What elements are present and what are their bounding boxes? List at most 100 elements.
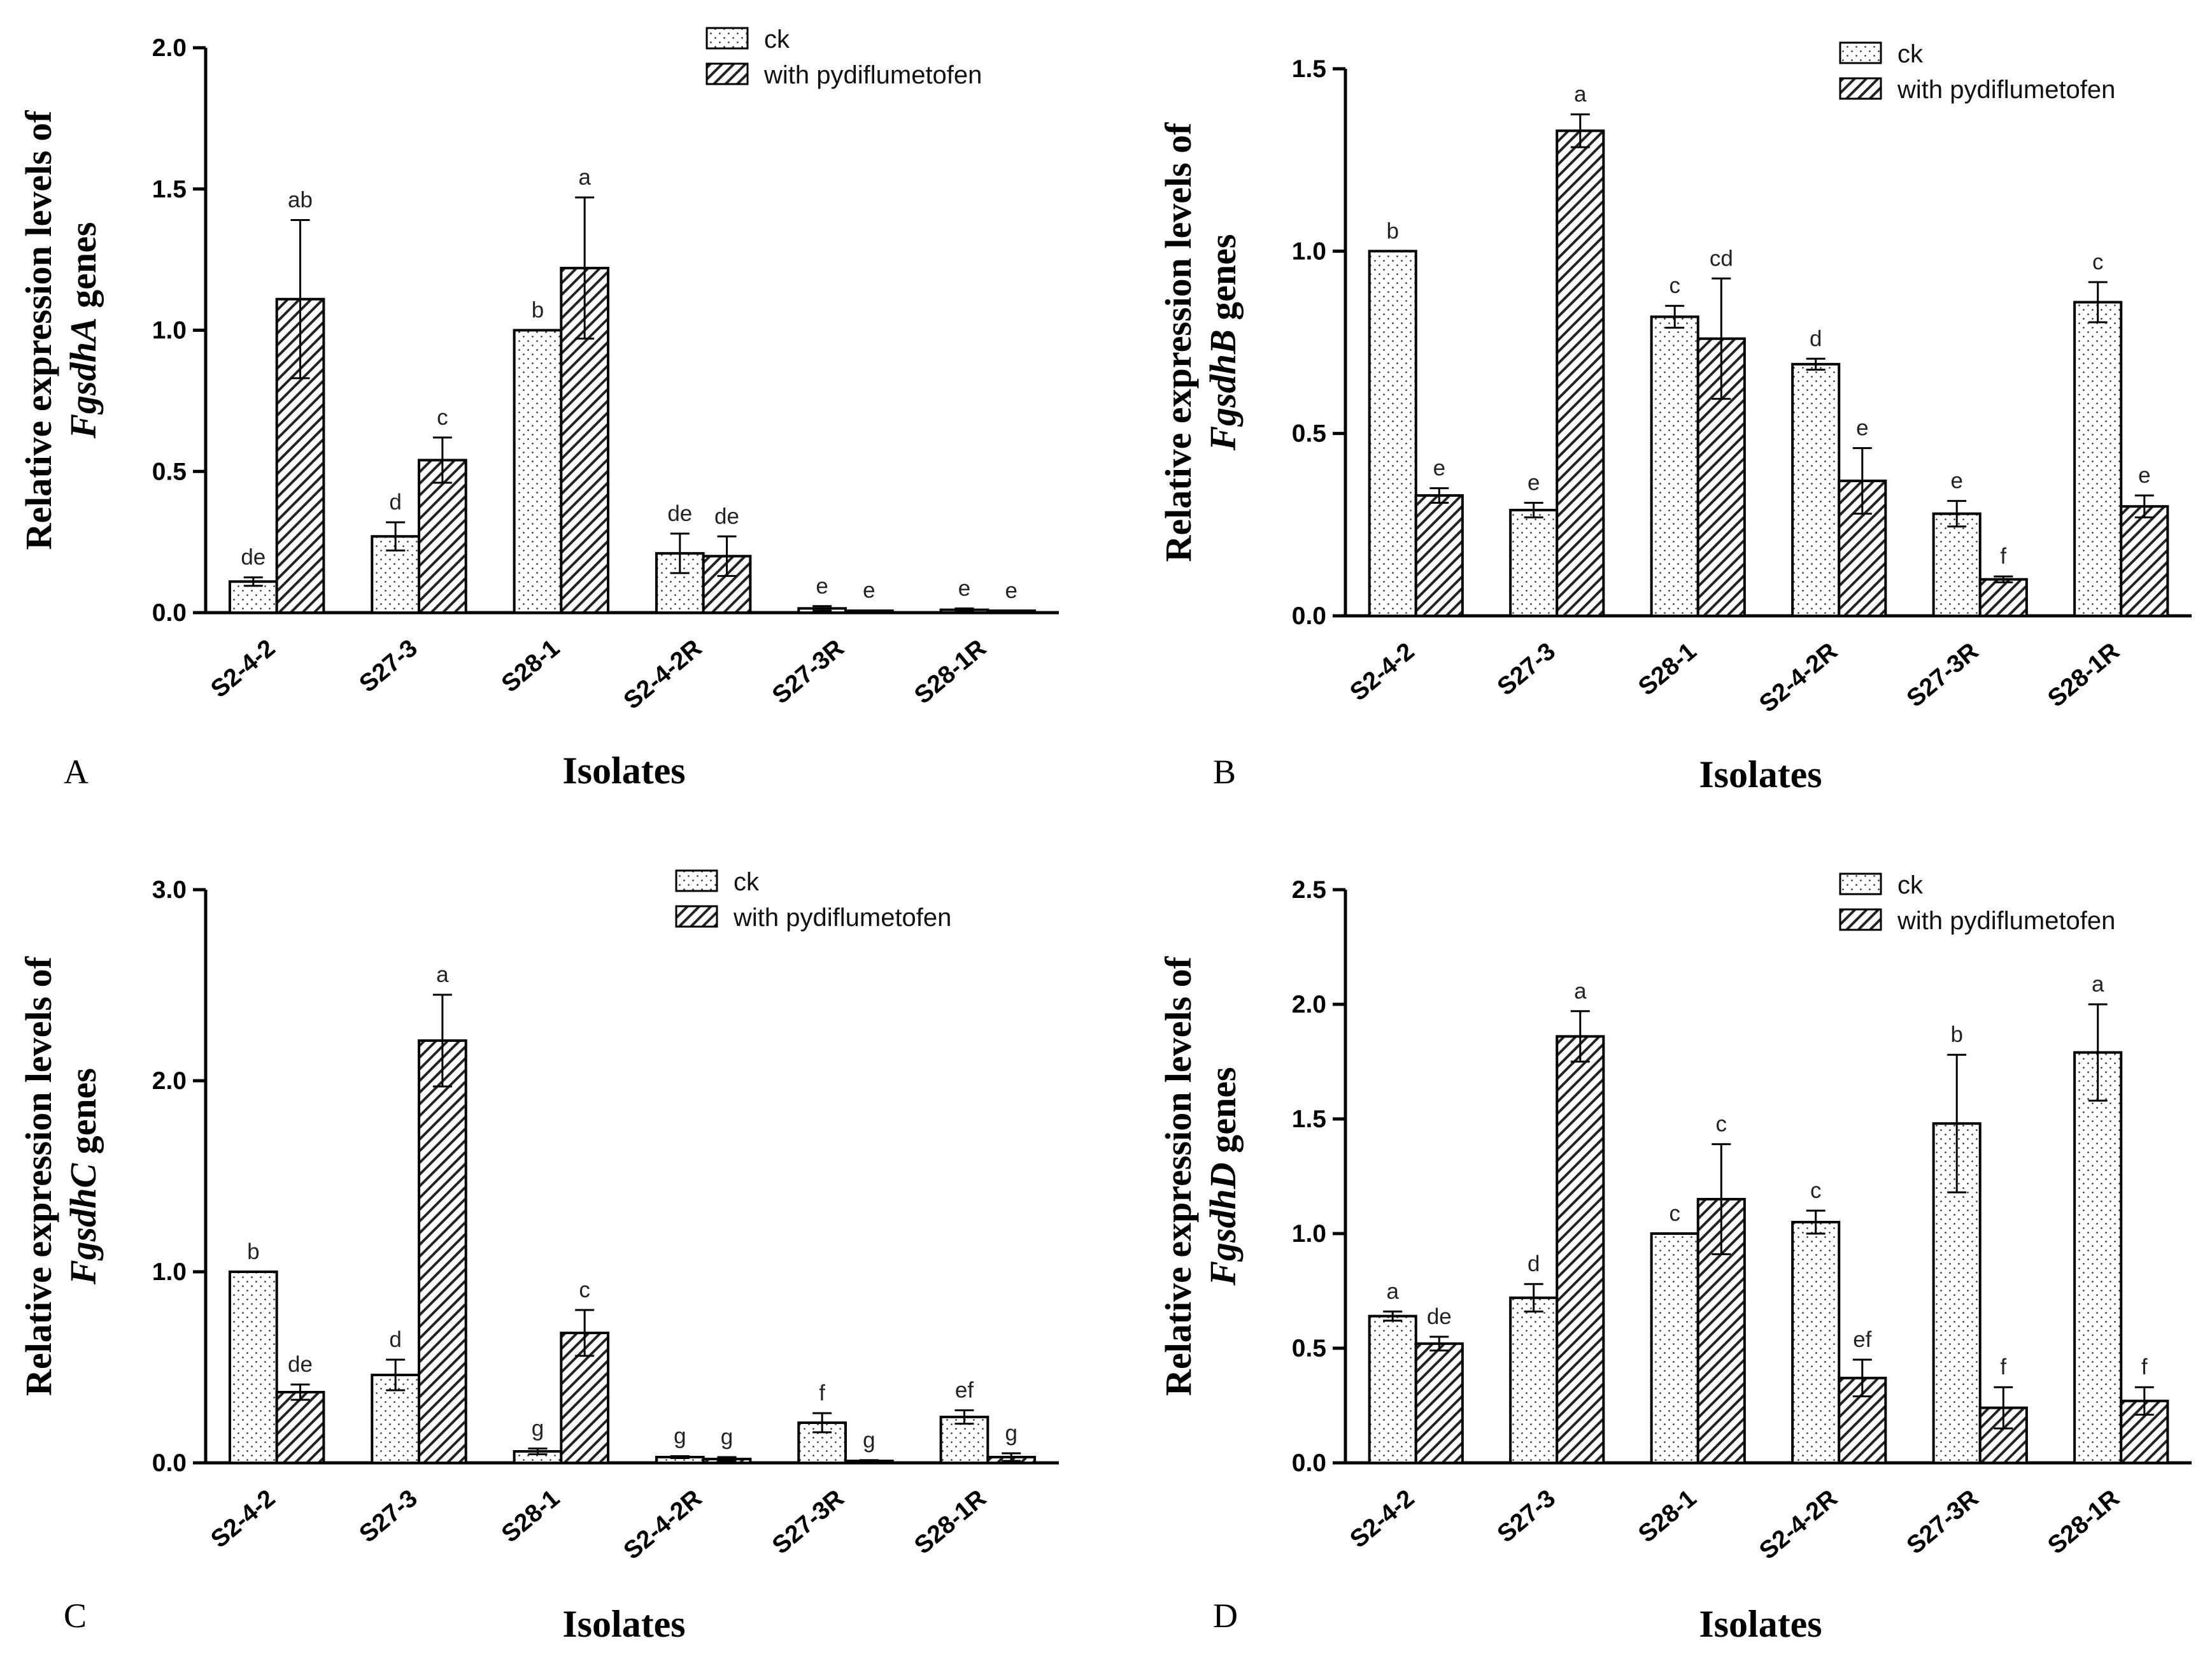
y-tick-label: 1.5 [1292,55,1326,83]
gene-suffix: genes [1202,234,1244,329]
category-label: S2-4-2R [619,1484,707,1565]
panel-label: B [1213,753,1236,791]
gene-name: FgsdhA [62,317,104,439]
significance-label: e [816,574,828,599]
significance-label: a [436,962,449,987]
legend-swatch-ck [1839,872,1882,895]
significance-label: d [1810,326,1822,351]
y-axis-title: Relative expression levels of [18,956,59,1396]
significance-label: d [389,490,401,515]
bar-ck [1509,1296,1559,1465]
significance-label: de [714,504,739,529]
legend-swatch-treated [705,62,749,85]
category-label: S28-1 [497,634,565,698]
bar-ck [513,329,563,614]
gene-suffix: genes [62,1068,104,1164]
significance-label: d [1528,1251,1540,1276]
significance-label: cd [1710,246,1733,271]
legend-label: with pydiflumetofen [1897,76,2115,104]
legend-label: ck [1897,40,1924,68]
significance-label: e [1005,578,1017,603]
category-label: S28-1R [2043,637,2125,713]
legend-swatch-treated [675,905,718,928]
significance-label: g [721,1425,733,1449]
bar-ck [1650,1232,1699,1464]
legend-label: ck [734,868,760,896]
bar-ck [2073,301,2123,617]
category-label: S2-4-2R [619,634,707,715]
significance-label: c [1810,1178,1822,1203]
category-label: S27-3R [1902,637,1984,713]
significance-label: e [1433,456,1445,481]
y-axis-title: Relative expression levels of [18,110,59,550]
chart-panel-b: 0.0 0.5 1.0 1.5 b e S2-4-2 e a S27-3 c cd S28-1 d e S2-… [1158,40,2192,795]
x-axis-title: Isolates [1699,753,1822,795]
significance-label: e [863,578,875,602]
panel-label: C [64,1597,87,1635]
y-axis-title-gene: FgsdhB genes [1202,234,1244,451]
y-axis-title: Relative expression levels of [1158,122,1199,562]
significance-label: b [247,1239,259,1264]
legend-swatch-ck [705,27,749,50]
significance-label: a [578,165,591,190]
bar-treated [2120,505,2169,618]
y-tick-label: 1.0 [152,1258,187,1286]
significance-label: g [674,1424,686,1449]
legend-swatch-treated [1839,77,1882,100]
y-tick-label: 1.0 [1292,1220,1326,1248]
x-axis-title: Isolates [1699,1603,1822,1645]
significance-label: e [2138,463,2150,488]
significance-label: e [1950,469,1962,494]
significance-label: c [2092,250,2104,274]
bar-ck [1791,1221,1841,1464]
y-tick-label: 3.0 [152,876,187,904]
bar-ck [1368,1314,1417,1465]
significance-label: c [579,1278,590,1302]
significance-label: g [863,1428,875,1453]
y-axis-title: Relative expression levels of [1158,956,1199,1396]
y-tick-label: 0.0 [1292,1449,1326,1477]
category-label: S27-3 [354,1484,422,1548]
y-tick-label: 0.0 [1292,602,1326,630]
significance-label: g [1005,1421,1017,1446]
y-tick-label: 0.0 [152,599,187,627]
significance-label: f [2000,1355,2006,1379]
category-label: S2-4-2 [1345,1484,1419,1553]
significance-label: de [241,545,266,570]
bar-treated [418,459,467,615]
significance-label: e [1528,470,1540,495]
panel-label: A [64,753,89,791]
category-label: S2-4-2R [1754,637,1843,718]
y-tick-label: 1.0 [1292,238,1326,265]
significance-label: ab [288,188,313,213]
significance-label: c [437,405,448,430]
category-label: S2-4-2 [206,634,280,703]
bar-treated [1696,1198,1746,1464]
y-axis-title-gene: FgsdhD genes [1202,1067,1244,1286]
gene-name: FgsdhD [1202,1162,1244,1286]
significance-label: f [2000,544,2006,569]
category-label: S28-1 [1633,1484,1701,1548]
category-label: S28-1 [1633,637,1701,701]
category-label: S2-4-2 [1345,637,1419,706]
legend-label: with pydiflumetofen [733,904,951,932]
chart-panel-a: 0.0 0.5 1.0 1.5 2.0 de ab S2-4-2 d c S27-3 b a S28-1 d… [18,25,1059,792]
legend-label: ck [1897,871,1924,899]
significance-label: c [1669,273,1680,298]
category-label: S27-3R [767,634,849,709]
legend-swatch-treated [1839,908,1882,931]
bar-ck [1509,508,1559,618]
significance-label: e [958,576,970,601]
bar-treated [1978,578,2028,618]
gene-name: FgsdhC [62,1163,104,1286]
bar-ck [1650,315,1699,617]
x-axis-title: Isolates [562,1603,685,1645]
significance-label: c [1669,1201,1680,1226]
category-label: S28-1R [909,634,991,709]
significance-label: a [1386,1279,1399,1304]
y-axis-title-gene: FgsdhC genes [62,1068,104,1285]
category-label: S28-1R [2043,1484,2125,1560]
bar-treated [1414,494,1464,618]
significance-label: a [2092,972,2104,997]
bar-treated [1556,1035,1605,1464]
